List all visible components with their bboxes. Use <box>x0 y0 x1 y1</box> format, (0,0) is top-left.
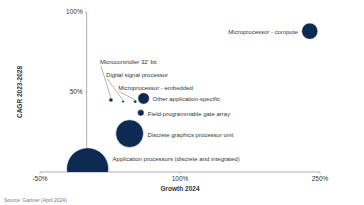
bubble-label: Application processors (discrete and int… <box>113 156 240 162</box>
bubble <box>109 98 113 102</box>
bubble-label: Field-programmable gate array <box>148 111 230 117</box>
bubble-label: Microcontroller 32' bit <box>100 59 157 65</box>
chart: -50% 100% 250% 50% 100% Growth 2024 CAGR 2023-… <box>0 0 364 205</box>
leader-line <box>119 92 135 100</box>
y-tick-label: 100% <box>66 8 83 15</box>
x-tick-label: 250% <box>312 175 329 182</box>
bubble-label: Other application-specific <box>153 96 220 102</box>
bubbles <box>67 23 318 172</box>
bubble-label: Digital signal processor <box>106 72 168 78</box>
source: Source: Gartner (April 2024) <box>4 197 67 203</box>
y-tick-label: 50% <box>70 88 83 95</box>
bubble <box>116 120 144 148</box>
bubble <box>134 100 137 103</box>
x-tick <box>320 172 321 174</box>
bubble <box>137 109 144 116</box>
bubble-label: Microprocessor - embedded <box>118 85 193 91</box>
x-tick <box>40 172 41 174</box>
y-axis-label: CAGR 2023-2028 <box>16 66 23 118</box>
bubble-label: Microprocessor - compute <box>228 29 298 35</box>
bubble <box>302 23 318 39</box>
bubble <box>67 148 109 172</box>
x-axis-label: Growth 2024 <box>160 185 199 192</box>
x-tick <box>180 172 181 174</box>
y-tick <box>85 92 87 93</box>
bubble-label: Discrete graphics processor unit <box>148 132 234 138</box>
y-tick <box>85 12 87 13</box>
bubble <box>138 93 150 105</box>
x-tick-label: 100% <box>172 175 189 182</box>
bubble <box>122 100 125 103</box>
x-tick-label: -50% <box>32 175 47 182</box>
